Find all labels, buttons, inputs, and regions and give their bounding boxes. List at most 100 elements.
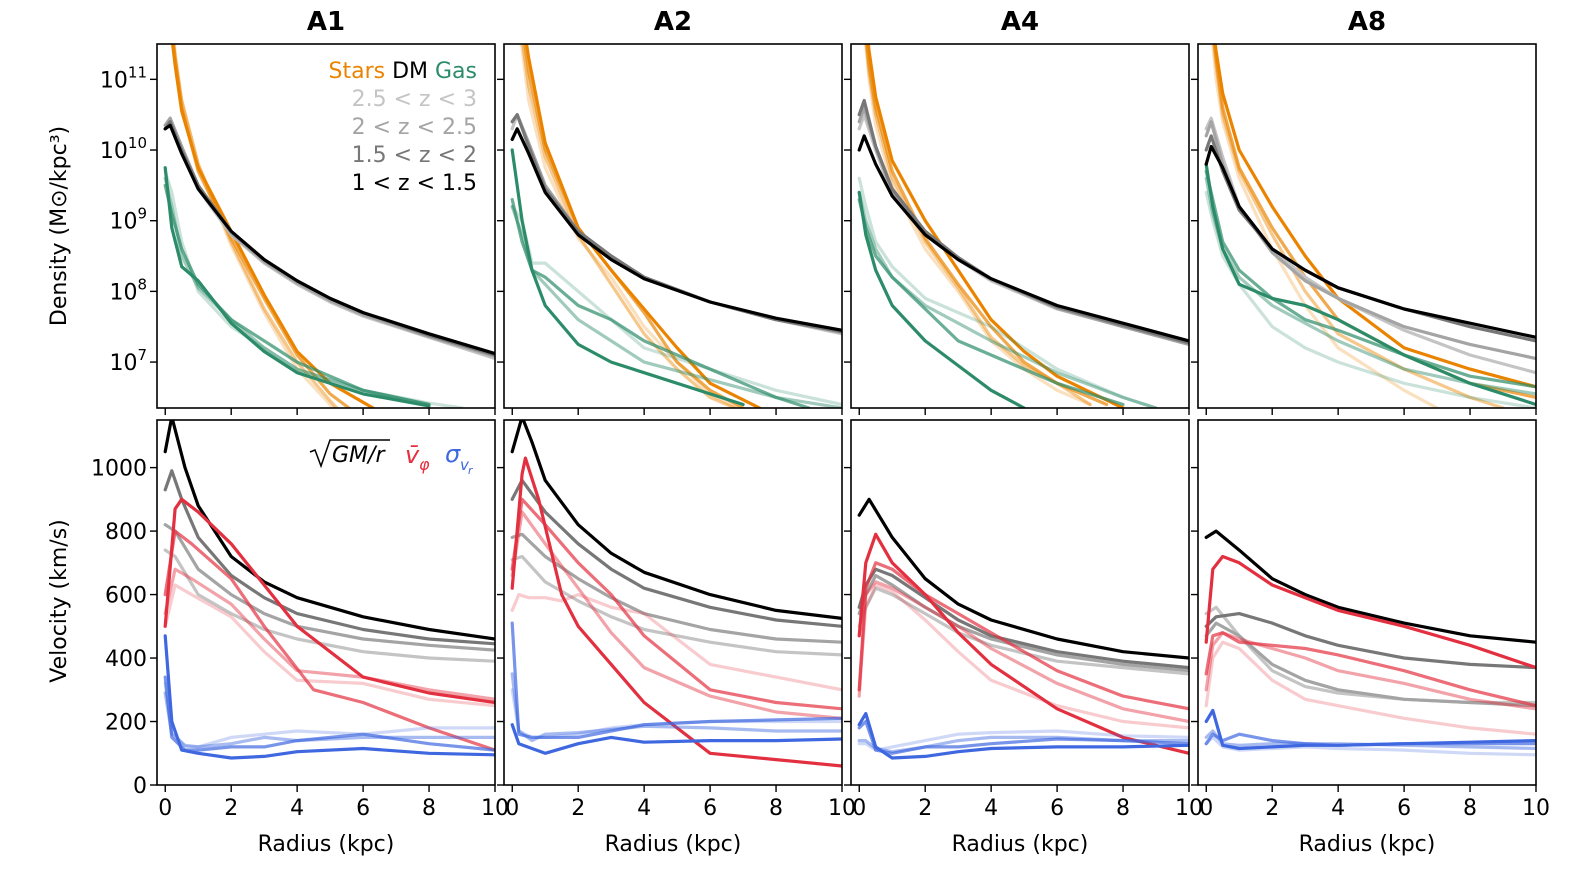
vcirc-line	[510, 420, 842, 620]
gas-density-line	[510, 148, 745, 407]
legend-stars: Stars	[329, 59, 386, 84]
x-tick-label: 8	[769, 796, 783, 821]
velocity-plot	[510, 420, 842, 768]
density-plot	[857, 44, 1189, 408]
stars-density-line	[523, 44, 745, 408]
density-axes-frame	[850, 43, 1190, 409]
y-tick-label: 1000	[91, 457, 147, 482]
gas-density-line	[857, 190, 1026, 408]
velocity-plot	[857, 497, 1189, 760]
vcirc-line	[857, 573, 1189, 673]
y-tick-label: 400	[105, 647, 147, 672]
vcirc-line	[1204, 621, 1536, 708]
legend-gas: Gas	[428, 59, 477, 84]
vphi-line	[857, 583, 1189, 730]
x-tick-label: 6	[703, 796, 717, 821]
x-tick-label: 8	[1463, 796, 1477, 821]
sigma-line	[857, 712, 1189, 760]
velocity-plot	[1204, 529, 1536, 757]
density-legend: Stars DM Gas 2.5 < z < 3 2 < z < 2.5 1.5 < …	[329, 59, 478, 196]
y-tick-label: 1010	[100, 134, 147, 164]
vphi-line	[163, 497, 495, 705]
x-tick-label: 8	[422, 796, 436, 821]
vcirc-line	[163, 469, 495, 646]
velocity-axes-frame	[156, 419, 496, 786]
legend-vphi-sub: φ	[419, 455, 430, 474]
legend-dm: DM	[385, 59, 428, 84]
velocity-legend: GM/r v̄ φ σ v r	[309, 439, 474, 477]
vphi-line	[857, 561, 1189, 711]
dm-density-line	[510, 127, 842, 332]
x-tick-label: 10	[828, 796, 856, 821]
x-tick-label: 6	[356, 796, 370, 821]
x-tick-label: 4	[290, 796, 304, 821]
x-tick-label: 0	[158, 796, 172, 821]
vphi-line	[857, 580, 1189, 724]
stars-density-line	[172, 44, 339, 408]
sqrt-sign	[309, 439, 390, 469]
x-tick-label: 2	[1265, 796, 1279, 821]
velocity-axes-frame	[850, 419, 1190, 786]
legend-redshift-bin: 1 < z < 1.5	[352, 171, 477, 196]
legend-sigma-subsub: r	[468, 464, 474, 477]
legend-sigma-sub: v	[460, 456, 470, 474]
dm-density-line	[857, 113, 1189, 346]
sigma-line	[510, 723, 842, 755]
density-plot	[510, 44, 842, 408]
density-ylabel: Density (M⊙/kpc³)	[47, 126, 72, 326]
x-axis-label: Radius (kpc)	[1299, 832, 1436, 857]
density-plot	[163, 44, 495, 408]
vphi-line	[1204, 640, 1536, 736]
vcirc-line	[163, 523, 495, 652]
dm-density-line	[1204, 144, 1536, 339]
gas-density-line	[1204, 162, 1536, 407]
sigma-line	[510, 672, 842, 743]
legend-sigma: σ	[445, 440, 461, 468]
panel-a1: A1 0 2 4 6 8 10 Radius (kpc) 107 108 109 1010 1011 0 2…	[91, 7, 509, 857]
vphi-line	[1204, 631, 1536, 708]
panel-title: A2	[654, 7, 692, 37]
sigma-line	[857, 729, 1189, 752]
vphi-line	[1204, 631, 1536, 711]
dm-density-line	[1204, 120, 1536, 361]
vphi-line	[163, 567, 495, 701]
panel-a8: A8 0 2 4 6 8 10 Radius (kpc)	[1191, 7, 1550, 857]
sigma-line	[510, 621, 842, 739]
gas-density-line	[1204, 190, 1536, 408]
gas-density-line	[857, 197, 1125, 407]
x-tick-label: 2	[571, 796, 585, 821]
x-tick-label: 2	[918, 796, 932, 821]
gas-density-line	[857, 190, 1158, 408]
vphi-line	[510, 510, 842, 720]
y-tick-label: 600	[105, 584, 147, 609]
x-tick-label: 8	[1116, 796, 1130, 821]
panel-a4: A4 0 2 4 6 8 10 Radius (kpc)	[844, 7, 1203, 857]
gas-density-line	[510, 197, 811, 408]
stars-density-line	[521, 44, 739, 408]
x-tick-label: 6	[1050, 796, 1064, 821]
vcirc-line	[857, 497, 1189, 660]
vphi-line	[163, 583, 495, 708]
panel-title: A8	[1348, 7, 1386, 37]
vcirc-line	[510, 554, 842, 657]
legend-vphi: v̄	[405, 441, 420, 469]
dm-density-line	[163, 123, 495, 356]
legend-redshift-bin: 2.5 < z < 3	[352, 87, 477, 112]
legend-vcirc: GM/r	[332, 443, 386, 468]
gas-density-line	[510, 205, 842, 407]
x-tick-label: 6	[1397, 796, 1411, 821]
sigma-line	[163, 634, 495, 760]
density-plot	[1204, 44, 1536, 408]
vcirc-line	[1204, 612, 1536, 670]
gas-density-line	[163, 166, 431, 408]
x-axis-label: Radius (kpc)	[258, 832, 395, 857]
vcirc-line	[857, 586, 1189, 676]
y-tick-label: 800	[105, 520, 147, 545]
dm-density-line	[1204, 116, 1536, 375]
vcirc-line	[510, 532, 842, 644]
sigma-line	[1204, 708, 1536, 751]
stars-density-line	[864, 44, 1092, 407]
velocity-plot	[163, 420, 495, 760]
x-axis-label: Radius (kpc)	[605, 832, 742, 857]
